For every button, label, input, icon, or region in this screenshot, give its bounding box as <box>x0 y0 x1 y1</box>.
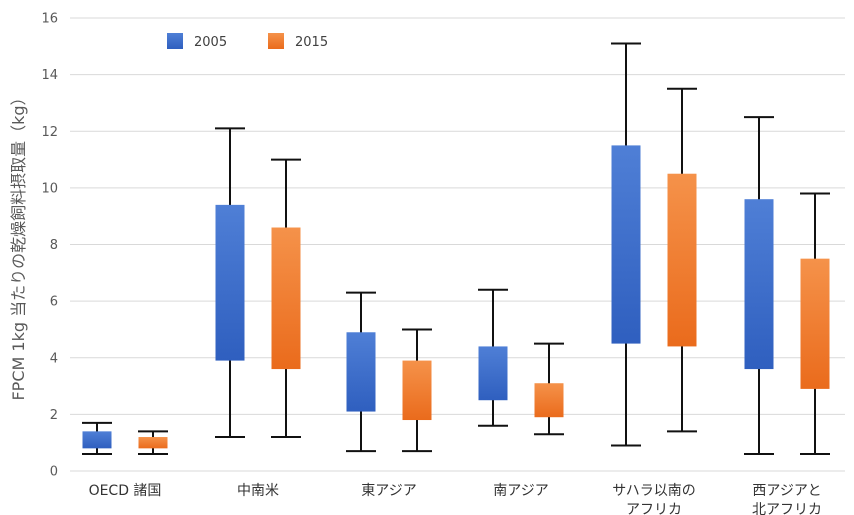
y-tick-label: 10 <box>41 181 58 196</box>
y-axis-title: FPCM 1kg 当たりの乾燥飼料摂取量（kg） <box>9 89 28 400</box>
x-category-label: 東アジア <box>361 483 416 499</box>
x-category-label: 南アジア <box>493 483 548 499</box>
box-2015-0 <box>138 430 168 456</box>
x-category-label: サハラ以南のアフリカ <box>612 483 695 515</box>
box-iqr <box>271 227 301 370</box>
x-category-label: OECD 諸国 <box>89 483 162 499</box>
y-tick-label: 8 <box>50 238 58 253</box>
y-tick-label: 4 <box>50 351 58 366</box>
legend-swatch <box>167 33 183 49</box>
box-2015-1 <box>271 158 301 439</box>
x-category-label: 中南米 <box>237 483 279 499</box>
box-2015-2 <box>402 328 432 453</box>
box-iqr <box>667 173 697 347</box>
box-2015-5 <box>800 192 830 456</box>
box-2005-5 <box>744 116 774 456</box>
box-2005-2 <box>346 291 376 453</box>
box-iqr <box>744 199 774 370</box>
box-iqr <box>402 360 432 421</box>
box-series <box>82 42 830 456</box>
box-2005-4 <box>611 42 641 447</box>
y-tick-label: 16 <box>41 12 58 27</box>
y-tick-label: 14 <box>41 68 58 83</box>
box-iqr <box>534 383 564 418</box>
box-iqr <box>346 332 376 412</box>
box-2005-0 <box>82 421 112 456</box>
y-tick-label: 0 <box>50 465 58 480</box>
box-iqr <box>611 145 641 344</box>
y-tick-label: 2 <box>50 408 58 423</box>
box-iqr <box>82 431 112 449</box>
box-iqr <box>800 258 830 389</box>
gridlines <box>70 17 845 472</box>
y-tick-label: 6 <box>50 295 58 310</box>
y-axis-ticks: 0 2 4 6 8 10 12 14 16 <box>41 12 58 480</box>
box-2015-4 <box>667 87 697 433</box>
box-2005-3 <box>478 288 508 427</box>
legend: 2005 2015 <box>167 33 328 50</box>
x-category-label: 西アジアと北アフリカ <box>752 483 822 515</box>
box-iqr <box>138 437 168 449</box>
box-2005-1 <box>215 127 245 439</box>
box-2015-3 <box>534 342 564 436</box>
x-axis-categories: OECD 諸国 中南米 東アジア 南アジア サハラ以南のアフリカ 西アジアと北アフリカ <box>89 483 822 515</box>
y-tick-label: 12 <box>41 125 58 140</box>
legend-label: 2005 <box>194 35 227 50</box>
legend-label: 2015 <box>295 35 328 50</box>
box-iqr <box>215 204 245 361</box>
box-iqr <box>478 346 508 401</box>
legend-swatch <box>268 33 284 49</box>
